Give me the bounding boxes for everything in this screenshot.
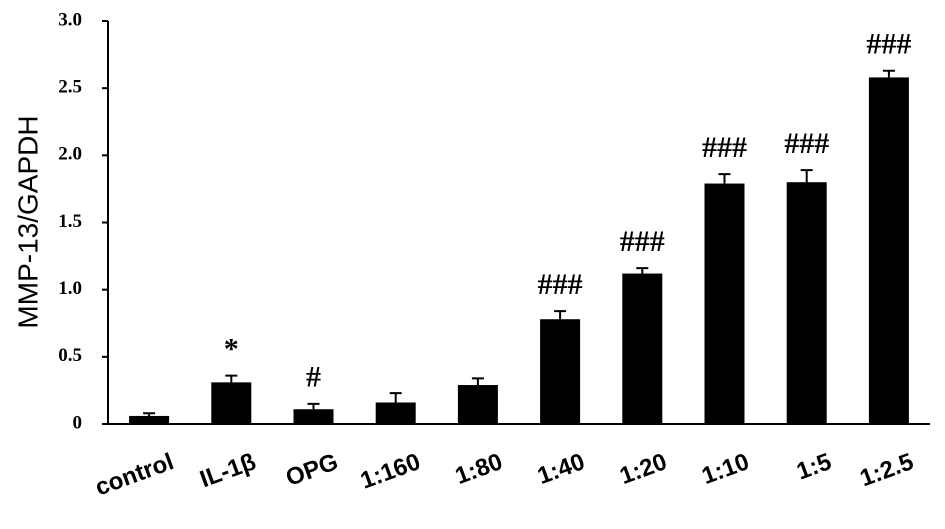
- x-tick-label: 1:2.5: [856, 448, 917, 492]
- error-bar: [225, 374, 238, 383]
- x-tick-label: OPG: [282, 448, 341, 492]
- annotation: ###: [866, 28, 911, 61]
- bar: [622, 273, 663, 424]
- annotation: *: [224, 333, 239, 366]
- bar: [293, 409, 334, 424]
- bar: [540, 319, 581, 424]
- x-tick-label: 1:20: [616, 448, 670, 490]
- bar: [704, 183, 745, 424]
- y-tick-label: 0: [73, 412, 83, 433]
- y-tick-label: 2.0: [58, 144, 82, 165]
- y-axis-label: MMP-13/GAPDH: [12, 115, 43, 328]
- annotation: ###: [538, 268, 583, 301]
- error-bar: [307, 402, 320, 410]
- error-bar: [471, 377, 484, 386]
- error-bar: [718, 173, 731, 184]
- y-tick-label: 1.0: [58, 278, 82, 299]
- annotation: #: [306, 361, 321, 394]
- error-bar: [800, 169, 813, 183]
- x-tick-label: 1:160: [357, 448, 424, 494]
- x-tick-label: 1:10: [698, 448, 752, 490]
- bar: [129, 415, 170, 424]
- bar: [375, 402, 416, 424]
- error-bar: [882, 69, 895, 78]
- bar: [786, 182, 827, 424]
- annotation: ###: [784, 127, 829, 160]
- x-tick-label: 1:40: [534, 448, 588, 490]
- bar: [457, 385, 498, 424]
- bar: [211, 382, 252, 424]
- y-tick-label: 2.5: [58, 77, 82, 98]
- error-bar: [636, 267, 649, 274]
- x-tick-label: IL-1β: [196, 448, 259, 493]
- x-tick-label: 1:80: [452, 448, 506, 490]
- y-tick-label: 3.0: [58, 9, 82, 30]
- x-tick-label: control: [92, 448, 178, 501]
- bar: [868, 77, 909, 425]
- y-tick-label: 0.5: [58, 345, 82, 366]
- annotation: ###: [620, 225, 665, 258]
- error-bar: [554, 310, 567, 320]
- x-tick-label: 1:5: [793, 448, 835, 485]
- annotation: ###: [702, 131, 747, 164]
- error-bar: [143, 412, 156, 416]
- y-tick-label: 1.5: [58, 211, 82, 232]
- error-bar: [389, 392, 402, 403]
